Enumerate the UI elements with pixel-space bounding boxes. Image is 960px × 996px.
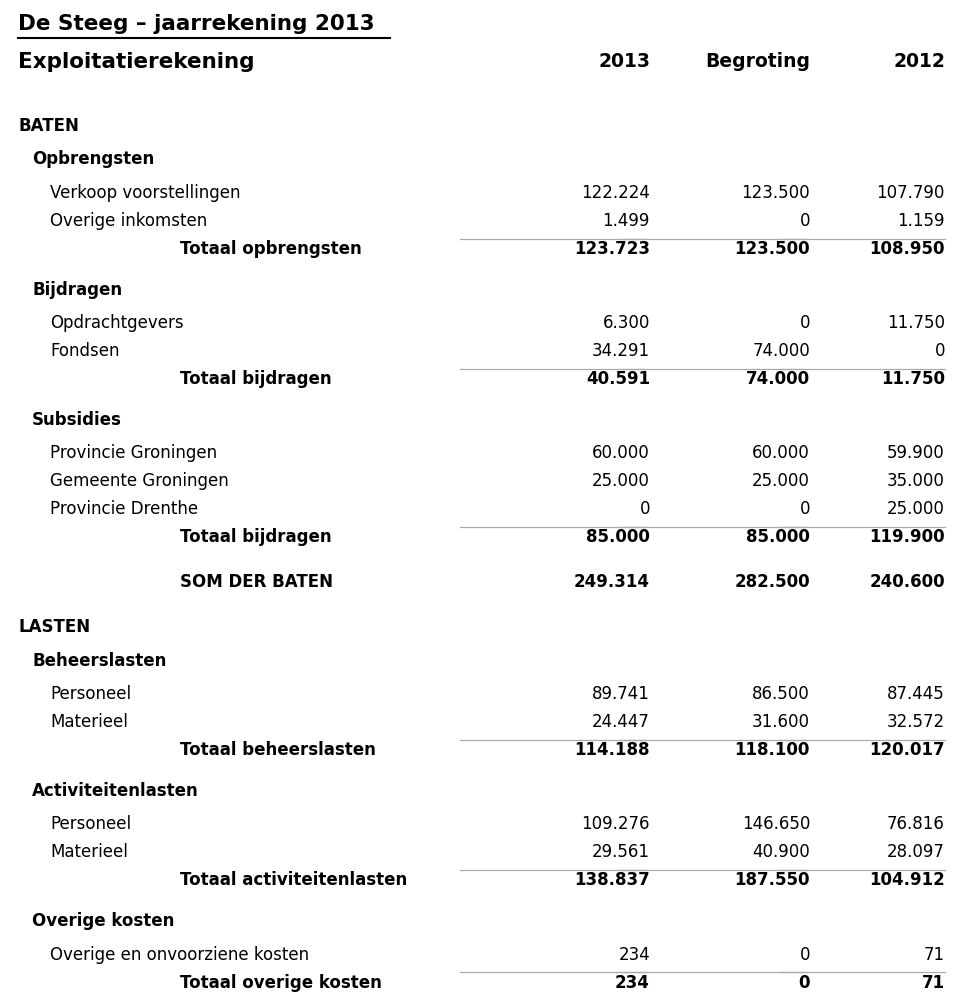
Text: Opdrachtgevers: Opdrachtgevers <box>50 314 183 333</box>
Text: 25.000: 25.000 <box>592 472 650 490</box>
Text: 2013: 2013 <box>598 52 650 71</box>
Text: Subsidies: Subsidies <box>32 410 122 429</box>
Text: De Steeg – jaarrekening 2013: De Steeg – jaarrekening 2013 <box>18 14 374 34</box>
Text: 118.100: 118.100 <box>734 741 810 759</box>
Text: 114.188: 114.188 <box>574 741 650 759</box>
Text: 25.000: 25.000 <box>887 500 945 518</box>
Text: Materieel: Materieel <box>50 713 128 731</box>
Text: Personeel: Personeel <box>50 816 132 834</box>
Text: 0: 0 <box>800 314 810 333</box>
Text: Totaal opbrengsten: Totaal opbrengsten <box>180 240 362 258</box>
Text: 24.447: 24.447 <box>592 713 650 731</box>
Text: 25.000: 25.000 <box>752 472 810 490</box>
Text: Fondsen: Fondsen <box>50 343 119 361</box>
Text: 240.600: 240.600 <box>870 574 945 592</box>
Text: 249.314: 249.314 <box>574 574 650 592</box>
Text: 40.591: 40.591 <box>586 371 650 388</box>
Text: Opbrengsten: Opbrengsten <box>32 150 155 168</box>
Text: 35.000: 35.000 <box>887 472 945 490</box>
Text: BATEN: BATEN <box>18 117 79 134</box>
Text: Totaal bijdragen: Totaal bijdragen <box>180 529 331 547</box>
Text: 0: 0 <box>934 343 945 361</box>
Text: 120.017: 120.017 <box>870 741 945 759</box>
Text: 119.900: 119.900 <box>870 529 945 547</box>
Text: Activiteitenlasten: Activiteitenlasten <box>32 782 199 800</box>
Text: 0: 0 <box>639 500 650 518</box>
Text: 71: 71 <box>924 945 945 963</box>
Text: 87.445: 87.445 <box>887 685 945 703</box>
Text: 282.500: 282.500 <box>734 574 810 592</box>
Text: 1.499: 1.499 <box>603 212 650 230</box>
Text: 32.572: 32.572 <box>887 713 945 731</box>
Text: Verkoop voorstellingen: Verkoop voorstellingen <box>50 184 241 202</box>
Text: Totaal activiteitenlasten: Totaal activiteitenlasten <box>180 872 407 889</box>
Text: 74.000: 74.000 <box>753 343 810 361</box>
Text: Totaal bijdragen: Totaal bijdragen <box>180 371 331 388</box>
Text: 0: 0 <box>800 212 810 230</box>
Text: Overige kosten: Overige kosten <box>32 912 175 930</box>
Text: 85.000: 85.000 <box>587 529 650 547</box>
Text: 1.159: 1.159 <box>898 212 945 230</box>
Text: SOM DER BATEN: SOM DER BATEN <box>180 574 333 592</box>
Text: 234: 234 <box>615 974 650 992</box>
Text: 74.000: 74.000 <box>746 371 810 388</box>
Text: 59.900: 59.900 <box>887 444 945 462</box>
Text: 89.741: 89.741 <box>592 685 650 703</box>
Text: Gemeente Groningen: Gemeente Groningen <box>50 472 228 490</box>
Text: Beheerslasten: Beheerslasten <box>32 651 166 669</box>
Text: 122.224: 122.224 <box>581 184 650 202</box>
Text: 31.600: 31.600 <box>752 713 810 731</box>
Text: Personeel: Personeel <box>50 685 132 703</box>
Text: Overige en onvoorziene kosten: Overige en onvoorziene kosten <box>50 945 309 963</box>
Text: 11.750: 11.750 <box>887 314 945 333</box>
Text: Materieel: Materieel <box>50 844 128 862</box>
Text: 146.650: 146.650 <box>742 816 810 834</box>
Text: Bijdragen: Bijdragen <box>32 281 122 299</box>
Text: Totaal overige kosten: Totaal overige kosten <box>180 974 382 992</box>
Text: 138.837: 138.837 <box>574 872 650 889</box>
Text: 28.097: 28.097 <box>887 844 945 862</box>
Text: LASTEN: LASTEN <box>18 618 90 636</box>
Text: 60.000: 60.000 <box>753 444 810 462</box>
Text: 34.291: 34.291 <box>592 343 650 361</box>
Text: 85.000: 85.000 <box>746 529 810 547</box>
Text: 6.300: 6.300 <box>603 314 650 333</box>
Text: 11.750: 11.750 <box>881 371 945 388</box>
Text: 123.500: 123.500 <box>741 184 810 202</box>
Text: 0: 0 <box>799 974 810 992</box>
Text: 2012: 2012 <box>893 52 945 71</box>
Text: Begroting: Begroting <box>705 52 810 71</box>
Text: 234: 234 <box>618 945 650 963</box>
Text: 86.500: 86.500 <box>753 685 810 703</box>
Text: 108.950: 108.950 <box>870 240 945 258</box>
Text: 107.790: 107.790 <box>876 184 945 202</box>
Text: 187.550: 187.550 <box>734 872 810 889</box>
Text: 40.900: 40.900 <box>753 844 810 862</box>
Text: 0: 0 <box>800 500 810 518</box>
Text: Provincie Drenthe: Provincie Drenthe <box>50 500 198 518</box>
Text: 123.500: 123.500 <box>734 240 810 258</box>
Text: Overige inkomsten: Overige inkomsten <box>50 212 207 230</box>
Text: 109.276: 109.276 <box>582 816 650 834</box>
Text: 60.000: 60.000 <box>592 444 650 462</box>
Text: 104.912: 104.912 <box>869 872 945 889</box>
Text: Totaal beheerslasten: Totaal beheerslasten <box>180 741 376 759</box>
Text: 71: 71 <box>922 974 945 992</box>
Text: 123.723: 123.723 <box>574 240 650 258</box>
Text: 0: 0 <box>800 945 810 963</box>
Text: 76.816: 76.816 <box>887 816 945 834</box>
Text: Provincie Groningen: Provincie Groningen <box>50 444 217 462</box>
Text: Exploitatierekening: Exploitatierekening <box>18 52 254 72</box>
Text: 29.561: 29.561 <box>592 844 650 862</box>
